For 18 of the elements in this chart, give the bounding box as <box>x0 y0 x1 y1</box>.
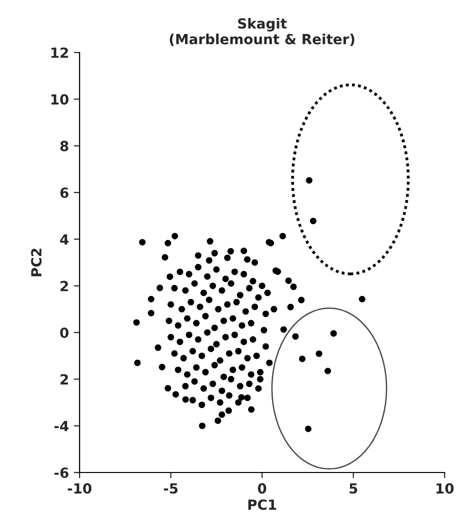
x-tick-label: 10 <box>436 483 454 494</box>
x-tick-label: -5 <box>164 483 178 494</box>
x-tick-label: 0 <box>258 483 266 494</box>
y-tick-label: -4 <box>54 420 69 432</box>
x-tick-label: -10 <box>68 483 92 494</box>
x-axis-title: PC1 <box>248 499 276 510</box>
y-tick-label: 4 <box>60 234 69 244</box>
y-tick-label: 2 <box>60 374 68 384</box>
y-tick-label: 12 <box>51 47 68 58</box>
y-tick-label: -6 <box>54 467 68 478</box>
y-axis-title: PC2 <box>31 248 42 276</box>
y-tick-label: 8 <box>60 140 68 152</box>
y-tick-label: 10 <box>51 94 68 105</box>
x-tick-label: 5 <box>350 483 358 494</box>
y-tick-label: 0 <box>60 327 68 338</box>
y-tick-label: 2 <box>60 280 68 292</box>
y-tick-label: 6 <box>60 187 68 198</box>
chart-title: Skagit (Marblemount & Reiter) <box>170 18 354 46</box>
